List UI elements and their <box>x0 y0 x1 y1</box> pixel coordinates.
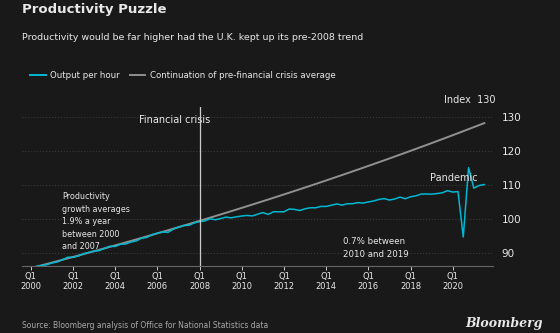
Text: Financial crisis: Financial crisis <box>139 115 210 125</box>
Text: Pandemic: Pandemic <box>430 173 477 183</box>
Text: Productivity would be far higher had the U.K. kept up its pre-2008 trend: Productivity would be far higher had the… <box>22 33 363 42</box>
Legend: Output per hour, Continuation of pre-financial crisis average: Output per hour, Continuation of pre-fin… <box>27 68 339 84</box>
Text: Source: Bloomberg analysis of Office for National Statistics data: Source: Bloomberg analysis of Office for… <box>22 321 269 330</box>
Text: Productivity
growth averages
1.9% a year
between 2000
and 2007: Productivity growth averages 1.9% a year… <box>63 192 130 251</box>
Text: Productivity Puzzle: Productivity Puzzle <box>22 3 167 16</box>
Text: Index  130: Index 130 <box>444 95 496 105</box>
Text: Bloomberg: Bloomberg <box>466 317 543 330</box>
Text: 0.7% between
2010 and 2019: 0.7% between 2010 and 2019 <box>343 237 409 259</box>
